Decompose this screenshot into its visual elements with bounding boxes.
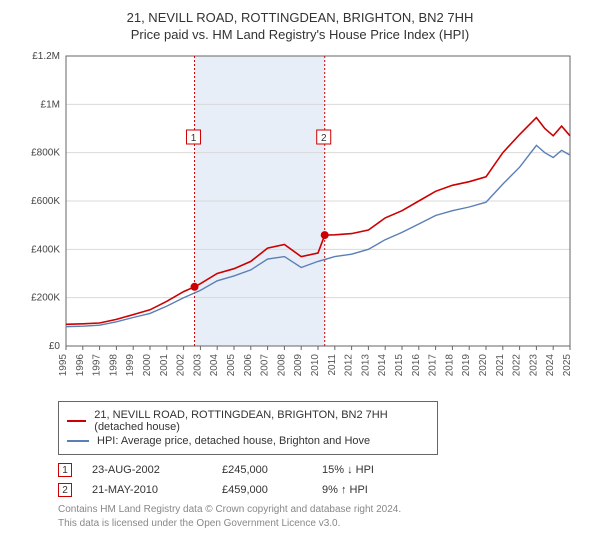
chart-title-line2: Price paid vs. HM Land Registry's House … [18, 27, 582, 42]
svg-text:2017: 2017 [428, 354, 439, 377]
svg-text:2022: 2022 [512, 354, 523, 377]
svg-text:2011: 2011 [327, 354, 338, 376]
svg-text:£1M: £1M [41, 99, 60, 110]
svg-text:2000: 2000 [142, 354, 153, 377]
svg-text:2003: 2003 [192, 354, 203, 377]
svg-text:2020: 2020 [478, 354, 489, 377]
license-line1: Contains HM Land Registry data © Crown c… [58, 503, 582, 517]
svg-text:£400K: £400K [31, 244, 60, 255]
svg-text:2001: 2001 [159, 354, 170, 377]
price-chart: £0 £200K £400K £600K £800K £1M £1.2M 1995 1996 19… [18, 48, 578, 393]
svg-text:£0: £0 [49, 341, 61, 352]
svg-text:2019: 2019 [461, 354, 472, 377]
svg-text:£600K: £600K [31, 196, 60, 207]
svg-text:1997: 1997 [92, 354, 103, 377]
legend-label: 21, NEVILL ROAD, ROTTINGDEAN, BRIGHTON, … [94, 409, 429, 433]
svg-text:2005: 2005 [226, 354, 237, 377]
svg-text:2024: 2024 [545, 354, 556, 377]
legend-swatch [67, 420, 86, 422]
sale-badge: 2 [58, 483, 72, 497]
svg-text:2008: 2008 [276, 354, 287, 377]
svg-text:2006: 2006 [243, 354, 254, 377]
svg-text:2018: 2018 [444, 354, 455, 377]
svg-text:2023: 2023 [528, 354, 539, 377]
svg-text:£1.2M: £1.2M [32, 51, 60, 62]
sale-badge: 1 [58, 463, 72, 477]
svg-text:2010: 2010 [310, 354, 321, 377]
svg-text:2025: 2025 [562, 354, 573, 377]
sale-price: £245,000 [222, 464, 322, 476]
svg-text:2014: 2014 [377, 354, 388, 377]
svg-text:1999: 1999 [125, 354, 136, 377]
svg-text:2021: 2021 [495, 354, 506, 377]
sales-table: 1 23-AUG-2002£245,00015% ↓ HPI 2 21-MAY-201… [58, 463, 582, 497]
sale-point [321, 231, 329, 239]
svg-text:1996: 1996 [75, 354, 86, 377]
sale-row: 1 23-AUG-2002£245,00015% ↓ HPI [58, 463, 582, 477]
sale-point [191, 283, 199, 291]
svg-text:2009: 2009 [293, 354, 304, 377]
sale-date: 21-MAY-2010 [92, 484, 222, 496]
license-text: Contains HM Land Registry data © Crown c… [58, 503, 582, 530]
sale-date: 23-AUG-2002 [92, 464, 222, 476]
svg-text:1: 1 [191, 133, 197, 144]
svg-text:1995: 1995 [58, 354, 69, 377]
legend-row: 21, NEVILL ROAD, ROTTINGDEAN, BRIGHTON, … [67, 408, 429, 434]
legend-swatch [67, 440, 89, 442]
svg-text:2012: 2012 [344, 354, 355, 377]
svg-text:1998: 1998 [108, 354, 119, 377]
svg-text:2004: 2004 [209, 354, 220, 377]
sale-row: 2 21-MAY-2010£459,0009% ↑ HPI [58, 483, 582, 497]
sale-delta: 9% ↑ HPI [322, 484, 442, 496]
svg-text:£800K: £800K [31, 148, 60, 159]
sale-delta: 15% ↓ HPI [322, 464, 442, 476]
legend-label: HPI: Average price, detached house, Brig… [97, 435, 370, 447]
sale-price: £459,000 [222, 484, 322, 496]
legend: 21, NEVILL ROAD, ROTTINGDEAN, BRIGHTON, … [58, 401, 438, 455]
legend-row: HPI: Average price, detached house, Brig… [67, 434, 429, 448]
svg-text:2013: 2013 [360, 354, 371, 377]
svg-text:2002: 2002 [176, 354, 187, 377]
license-line2: This data is licensed under the Open Gov… [58, 517, 582, 531]
svg-text:£200K: £200K [31, 293, 60, 304]
svg-text:2007: 2007 [260, 354, 271, 377]
chart-title-line1: 21, NEVILL ROAD, ROTTINGDEAN, BRIGHTON, … [18, 10, 582, 25]
svg-text:2: 2 [321, 133, 327, 144]
svg-text:2015: 2015 [394, 354, 405, 377]
svg-text:2016: 2016 [411, 354, 422, 377]
